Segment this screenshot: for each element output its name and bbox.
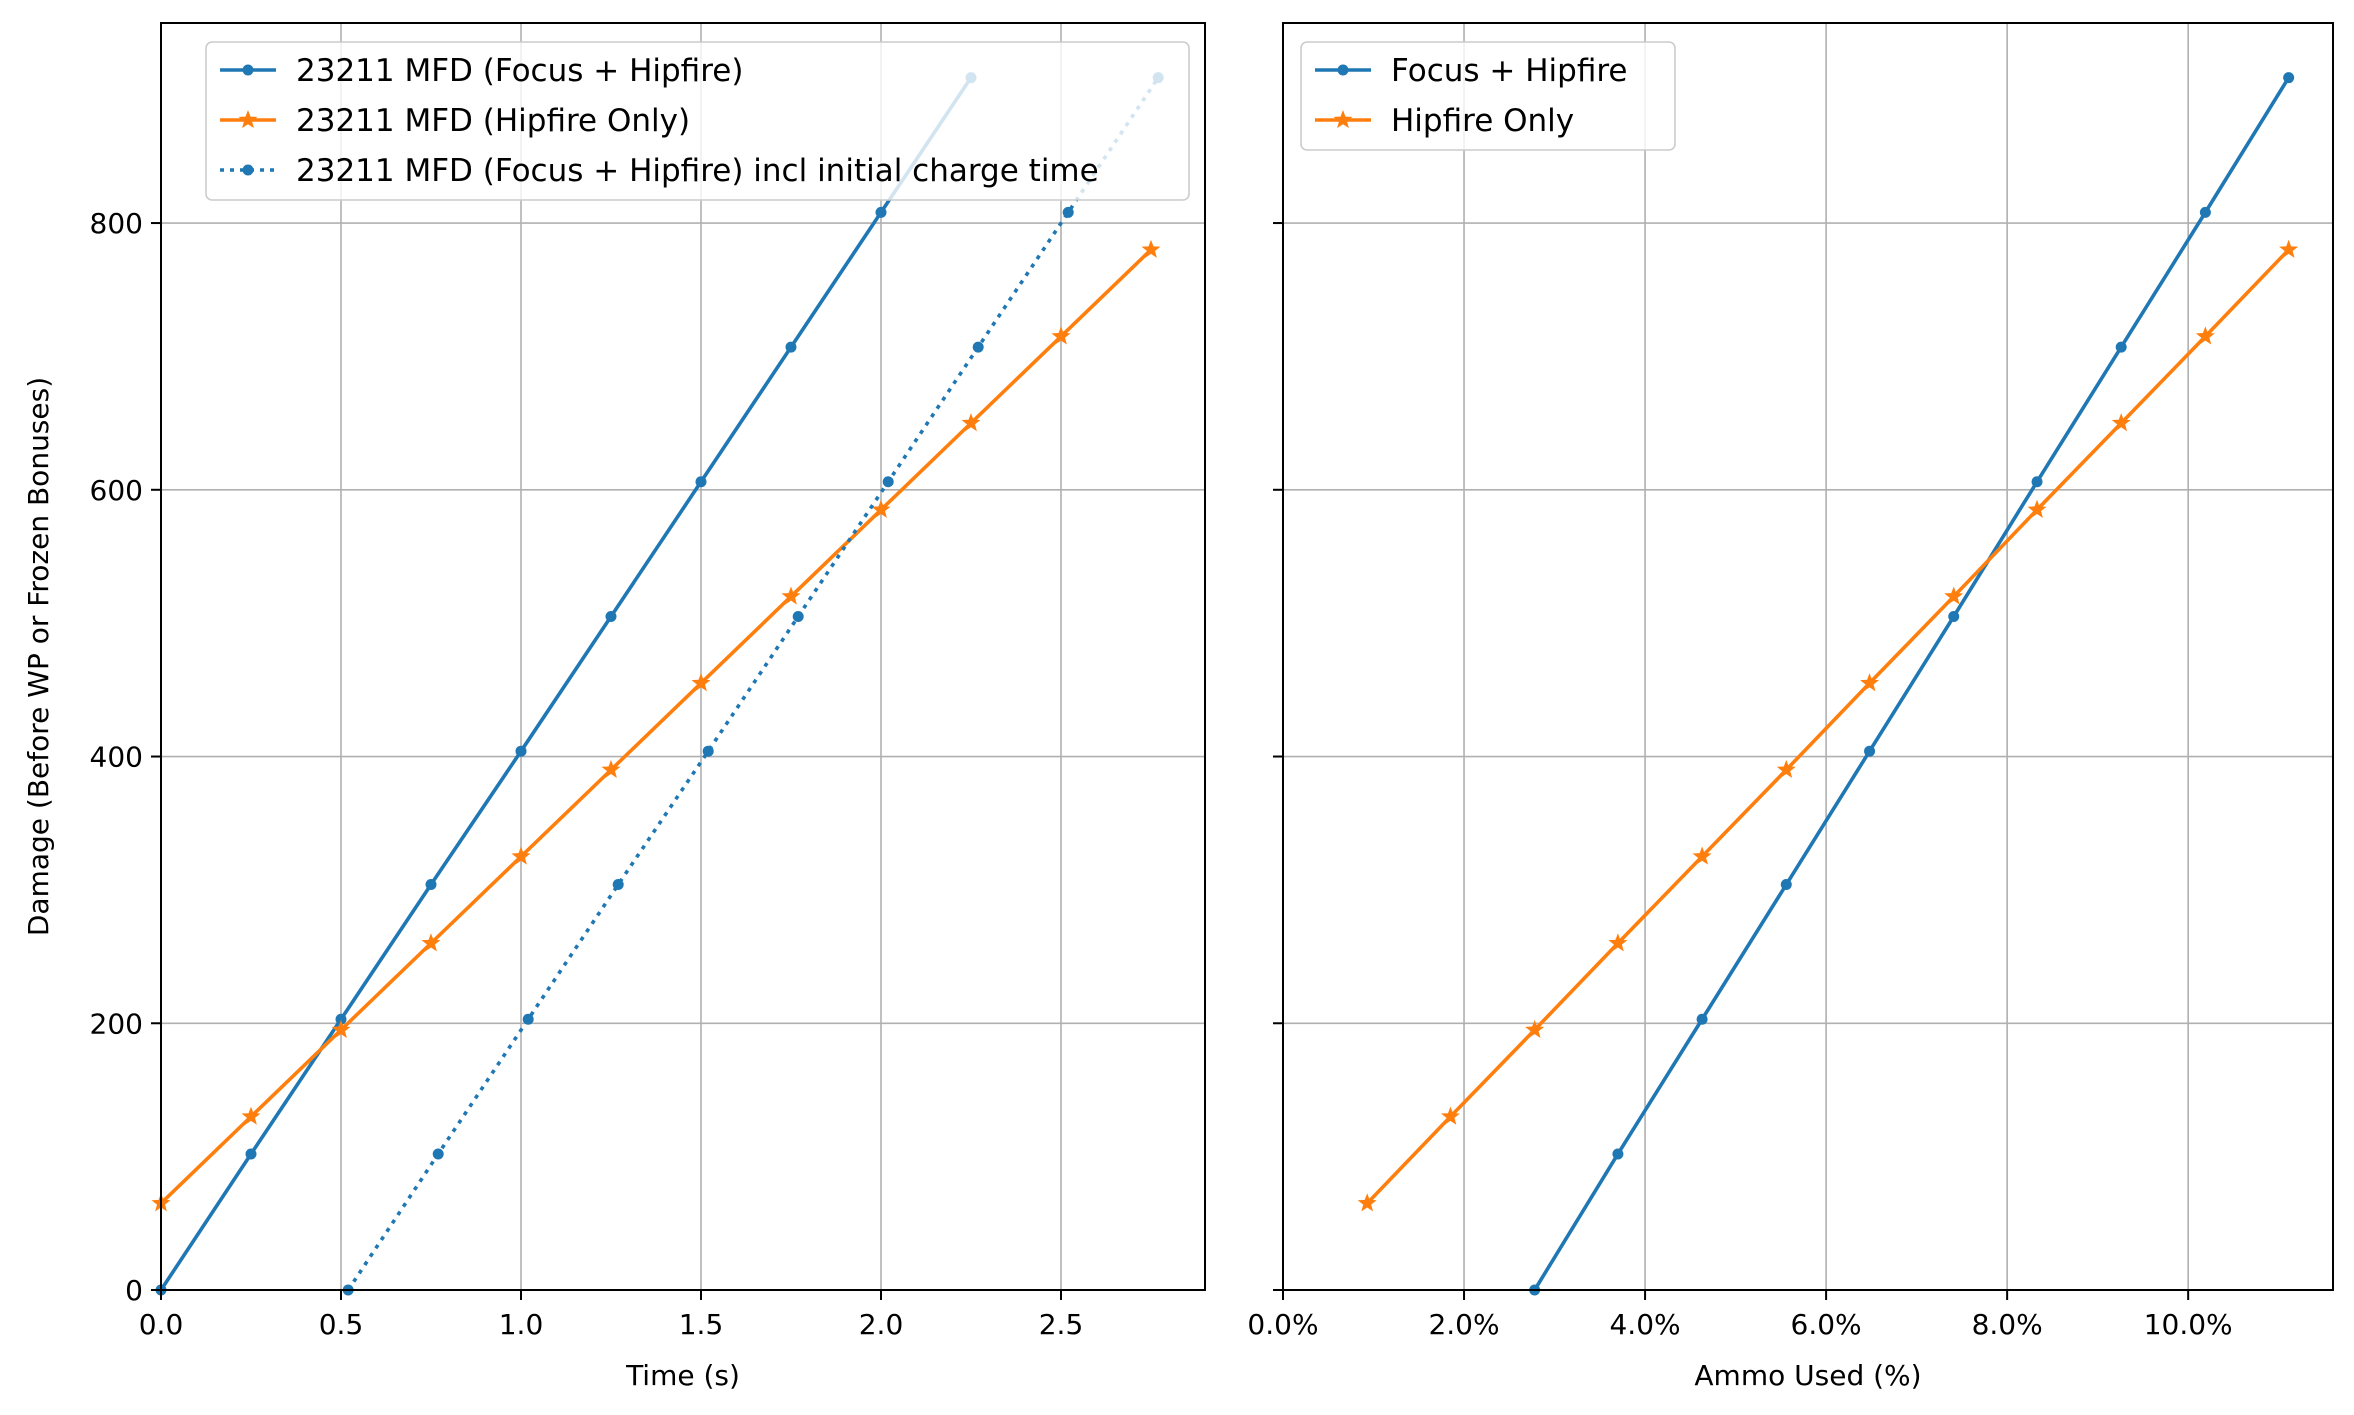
- y-tick-label: 600: [90, 474, 143, 507]
- legend-marker: [238, 110, 258, 129]
- legend-box: [205, 41, 1190, 201]
- data-point: [2199, 206, 2211, 218]
- series-group: [151, 72, 1164, 1296]
- plot-frame: [160, 22, 1206, 1291]
- legend-marker: [242, 164, 254, 176]
- data-point: [695, 476, 707, 488]
- data-point-star: [1608, 933, 1628, 952]
- data-point-star: [1692, 846, 1712, 865]
- data-point: [1062, 206, 1074, 218]
- legend-entry-label: Hipfire Only: [1391, 103, 1574, 139]
- data-point-star: [1944, 586, 1964, 605]
- legend-marker: [1337, 64, 1349, 76]
- data-point-star: [601, 759, 621, 778]
- data-point: [1780, 879, 1792, 891]
- x-tick-label: 8.0%: [1972, 1308, 2043, 1341]
- series-line: [1365, 248, 2290, 1205]
- data-point: [702, 745, 714, 757]
- data-point-star: [511, 846, 531, 865]
- data-point: [2031, 476, 2043, 488]
- series-line: [1533, 76, 2291, 1291]
- data-point-star: [2279, 239, 2299, 258]
- x-tick-label: 0.0%: [1247, 1308, 1318, 1341]
- data-point-star: [691, 673, 711, 692]
- x-tick-label: 4.0%: [1609, 1308, 1680, 1341]
- y-tick-label: 0: [125, 1274, 143, 1307]
- data-point: [882, 476, 894, 488]
- data-point-star: [781, 586, 801, 605]
- x-tick-label: 2.5: [1039, 1308, 1084, 1341]
- legend-box: [1300, 41, 1676, 151]
- data-point-star: [1051, 326, 1071, 345]
- grid: [160, 23, 1205, 1291]
- right-chart-panel: 0.0% 2.0% 4.0% 6.0% 8.0% 10.0% Ammo Used (%) Fo…: [1247, 22, 2334, 1392]
- data-point-star: [2195, 326, 2215, 345]
- y-tick-label: 200: [90, 1007, 143, 1040]
- legend-entry-label: 23211 MFD (Hipfire Only): [296, 103, 690, 139]
- x-axis-label: Ammo Used (%): [1694, 1359, 1921, 1392]
- data-point-star: [1440, 1106, 1460, 1125]
- data-point-star: [871, 499, 891, 518]
- series-line: [346, 76, 1160, 1291]
- series-line: [159, 248, 1153, 1205]
- data-point-star: [1141, 239, 1161, 258]
- legend-marker: [242, 64, 254, 76]
- x-tick-label: 2.0%: [1428, 1308, 1499, 1341]
- data-point-star: [2027, 499, 2047, 518]
- data-point-star: [1357, 1193, 1377, 1212]
- x-tick-label: 1.0: [499, 1308, 544, 1341]
- data-point: [2115, 341, 2127, 353]
- legend-entry-label: 23211 MFD (Focus + Hipfire): [296, 53, 743, 89]
- data-point-star: [2111, 413, 2131, 432]
- data-point: [605, 610, 617, 622]
- grid: [1282, 23, 2333, 1291]
- legend-entry-label: 23211 MFD (Focus + Hipfire) incl initial…: [296, 153, 1099, 189]
- data-point: [1948, 610, 1960, 622]
- data-point: [2283, 72, 2295, 84]
- data-point: [1696, 1013, 1708, 1025]
- x-tick-label: 0.0: [139, 1308, 184, 1341]
- data-point: [1612, 1148, 1624, 1160]
- legend: 23211 MFD (Focus + Hipfire) 23211 MFD (Hi…: [205, 41, 1190, 201]
- data-point: [792, 610, 804, 622]
- x-tick-label: 10.0%: [2144, 1308, 2233, 1341]
- data-point-star: [1776, 759, 1796, 778]
- data-point-star: [331, 1019, 351, 1039]
- legend-marker: [1333, 110, 1353, 129]
- data-point: [612, 879, 624, 891]
- data-point: [875, 206, 887, 218]
- series-group: [1357, 72, 2299, 1296]
- x-tick-label: 1.5: [679, 1308, 724, 1341]
- data-point-star: [1525, 1019, 1545, 1039]
- data-point: [1864, 745, 1876, 757]
- x-tick-label: 6.0%: [1791, 1308, 1862, 1341]
- data-point-star: [961, 413, 981, 432]
- left-chart-panel: 0.0 0.5 1.0 1.5 2.0 2.5 0 200 400 600 800 Time (s) D…: [22, 22, 1206, 1392]
- data-point-star: [421, 933, 441, 952]
- y-tick-label: 400: [90, 741, 143, 774]
- data-point: [972, 341, 984, 353]
- legend: Focus + Hipfire Hipfire Only: [1300, 41, 1676, 151]
- data-point: [425, 879, 437, 891]
- x-tick-label: 0.5: [319, 1308, 364, 1341]
- x-tick-label: 2.0: [859, 1308, 904, 1341]
- data-point: [515, 745, 527, 757]
- data-point: [785, 341, 797, 353]
- data-point: [245, 1148, 257, 1160]
- data-point: [522, 1013, 534, 1025]
- x-axis-label: Time (s): [625, 1359, 740, 1392]
- legend-entry-label: Focus + Hipfire: [1391, 53, 1627, 89]
- y-axis-label: Damage (Before WP or Frozen Bonuses): [22, 377, 55, 936]
- plot-frame: [1282, 22, 2334, 1291]
- y-tick-label: 800: [90, 207, 143, 240]
- data-point: [432, 1148, 444, 1160]
- data-point-star: [1860, 673, 1880, 692]
- series-line: [159, 76, 973, 1291]
- data-point: [335, 1013, 347, 1025]
- data-point-star: [241, 1106, 261, 1125]
